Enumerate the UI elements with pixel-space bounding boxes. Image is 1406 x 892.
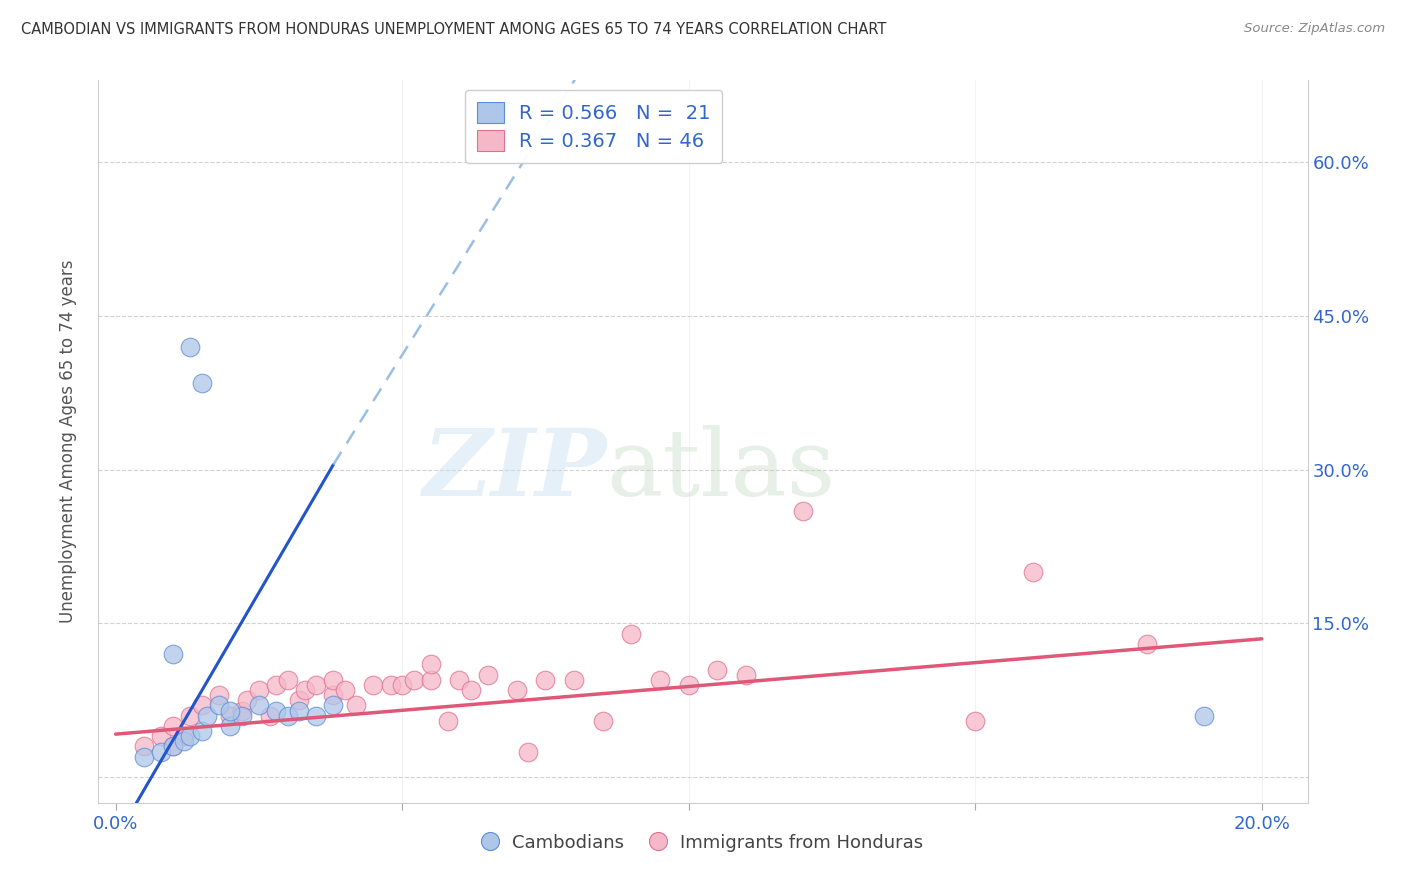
Point [259,708,281,723]
Point [247,683,270,698]
Point [322,698,344,713]
Point [236,693,259,707]
Text: atlas: atlas [606,425,835,516]
Point [190,698,212,713]
Point [179,708,201,723]
Point [288,704,311,718]
Point [288,693,311,707]
Point [264,678,287,692]
Point [363,678,385,692]
Point [305,708,328,723]
Y-axis label: Unemployment Among Ages 65 to 74 years: Unemployment Among Ages 65 to 74 years [59,260,77,624]
Point [219,704,242,718]
Legend: Cambodians, Immigrants from Honduras: Cambodians, Immigrants from Honduras [475,826,931,859]
Point [179,729,201,743]
Point [592,714,614,728]
Point [190,724,212,739]
Point [678,678,700,692]
Point [402,673,425,687]
Point [173,734,195,748]
Point [344,698,367,713]
Point [219,719,242,733]
Point [322,673,344,687]
Point [294,683,316,698]
Point [333,683,356,698]
Point [247,698,270,713]
Point [706,663,728,677]
Point [162,647,184,661]
Point [419,657,441,672]
Point [534,673,557,687]
Text: ZIP: ZIP [422,425,606,516]
Point [322,688,344,702]
Point [208,688,231,702]
Point [437,714,460,728]
Point [195,708,218,723]
Point [735,667,758,681]
Point [277,673,299,687]
Point [231,708,253,723]
Point [506,683,529,698]
Point [1021,565,1043,579]
Point [562,673,585,687]
Point [162,739,184,754]
Point [208,698,231,713]
Point [231,704,253,718]
Point [380,678,402,692]
Point [792,504,814,518]
Point [190,376,212,390]
Point [517,745,540,759]
Point [1136,637,1159,651]
Point [162,719,184,733]
Text: Source: ZipAtlas.com: Source: ZipAtlas.com [1244,22,1385,36]
Point [134,739,156,754]
Point [419,673,441,687]
Text: CAMBODIAN VS IMMIGRANTS FROM HONDURAS UNEMPLOYMENT AMONG AGES 65 TO 74 YEARS COR: CAMBODIAN VS IMMIGRANTS FROM HONDURAS UN… [21,22,886,37]
Point [305,678,328,692]
Point [1194,708,1216,723]
Point [965,714,987,728]
Point [620,626,643,640]
Point [460,683,482,698]
Point [449,673,471,687]
Point [264,704,287,718]
Point [277,708,299,723]
Point [179,340,201,354]
Point [150,729,173,743]
Point [477,667,499,681]
Point [219,708,242,723]
Point [150,745,173,759]
Point [134,749,156,764]
Point [162,739,184,754]
Point [173,729,195,743]
Point [648,673,671,687]
Point [391,678,413,692]
